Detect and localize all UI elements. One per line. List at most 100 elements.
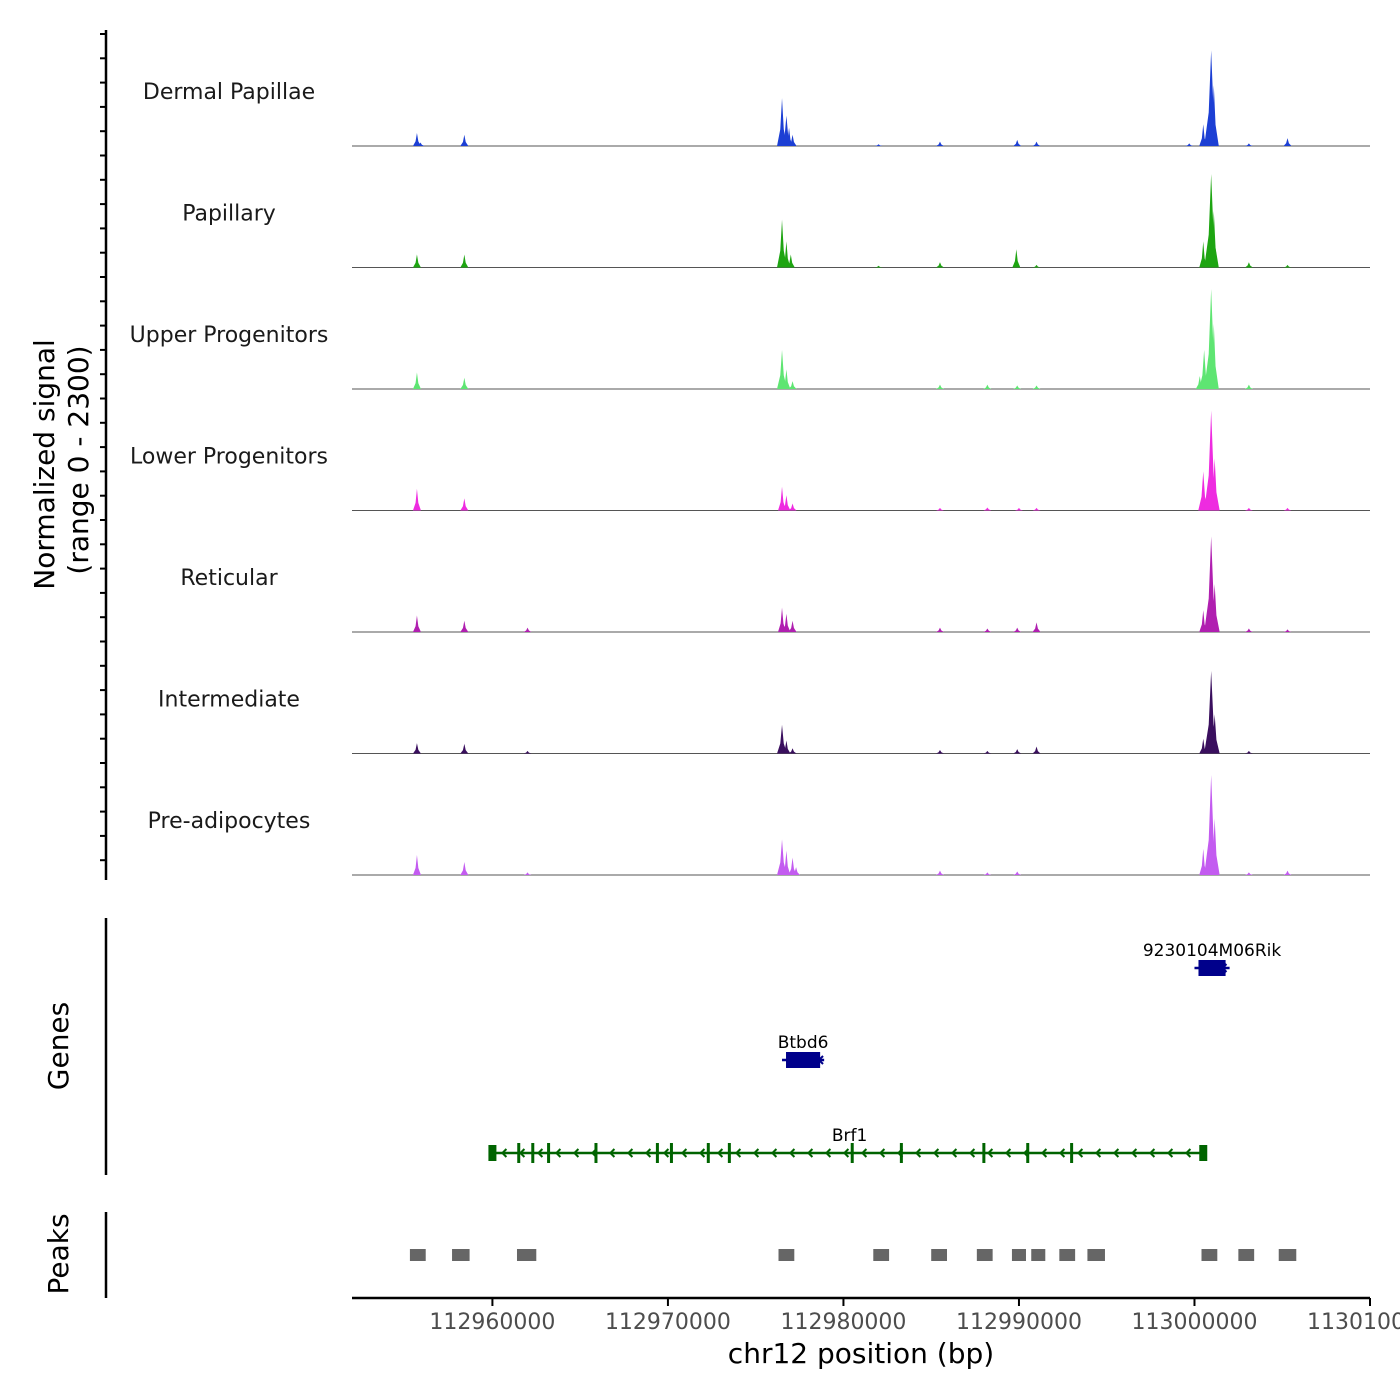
signal-peak bbox=[412, 855, 421, 875]
signal-peak bbox=[983, 507, 992, 511]
exon bbox=[706, 1143, 710, 1163]
exon bbox=[982, 1143, 986, 1163]
signal-peak bbox=[935, 262, 944, 268]
signal-peak bbox=[1283, 138, 1292, 146]
exon bbox=[547, 1143, 551, 1163]
signal-peak bbox=[983, 872, 992, 875]
signal-peak bbox=[777, 839, 788, 875]
signal-peak bbox=[1244, 872, 1253, 875]
exon bbox=[899, 1143, 903, 1163]
signal-peak bbox=[1283, 507, 1292, 511]
peak-region bbox=[778, 1249, 795, 1261]
track-papillary: Papillary bbox=[182, 174, 1370, 268]
strand-arrow bbox=[986, 1148, 994, 1158]
track-label: Dermal Papillae bbox=[143, 80, 315, 105]
strand-arrow bbox=[1184, 1148, 1192, 1158]
x-tick-label: 112990000 bbox=[956, 1310, 1082, 1335]
signal-peak bbox=[1208, 323, 1219, 389]
x-tick-label: 112980000 bbox=[780, 1310, 906, 1335]
strand-arrow bbox=[1040, 1148, 1048, 1158]
signal-peak bbox=[874, 265, 883, 268]
exon bbox=[655, 1143, 659, 1163]
strand-arrow bbox=[1058, 1148, 1066, 1158]
signal-peak bbox=[1032, 746, 1041, 754]
signal-peak bbox=[523, 627, 532, 632]
gene-btbd6: Btbd6 bbox=[778, 1033, 828, 1068]
signal-peak bbox=[1283, 264, 1292, 268]
strand-arrow bbox=[842, 1148, 850, 1158]
signal-peak bbox=[782, 850, 791, 875]
signal-peak bbox=[1244, 384, 1253, 389]
signal-peak bbox=[788, 857, 797, 875]
peaks-axis-title: Peaks bbox=[42, 1213, 75, 1294]
exon bbox=[1070, 1143, 1074, 1163]
signal-peak bbox=[782, 740, 791, 754]
peak-region bbox=[409, 1249, 426, 1261]
track-label: Intermediate bbox=[158, 688, 300, 713]
signal-peak bbox=[1032, 385, 1041, 389]
signal-peak bbox=[788, 381, 797, 389]
signal-peak bbox=[1032, 622, 1041, 632]
signal-peak bbox=[412, 743, 421, 754]
x-tick-label: 113010000 bbox=[1307, 1310, 1400, 1335]
strand-arrow bbox=[950, 1148, 958, 1158]
strand-arrow bbox=[968, 1148, 976, 1158]
signal-peak bbox=[788, 620, 797, 632]
signal-peak bbox=[935, 507, 944, 511]
peak-region bbox=[1031, 1249, 1046, 1261]
signal-peak bbox=[416, 142, 425, 146]
peak-region bbox=[1011, 1249, 1026, 1261]
signal-y-ticks bbox=[100, 33, 106, 862]
strand-arrow bbox=[878, 1148, 886, 1158]
strand-arrow bbox=[572, 1148, 580, 1158]
strand-arrow bbox=[806, 1148, 814, 1158]
exon bbox=[669, 1143, 673, 1163]
peak-region bbox=[1201, 1249, 1218, 1261]
signal-peak bbox=[777, 219, 788, 268]
peak-region bbox=[1278, 1249, 1297, 1261]
strand-arrow bbox=[716, 1148, 724, 1158]
signal-peak bbox=[523, 750, 532, 754]
exon bbox=[727, 1143, 731, 1163]
signal-peak bbox=[1209, 714, 1220, 754]
peaks-track bbox=[409, 1249, 1297, 1261]
strand-arrow bbox=[860, 1148, 868, 1158]
strand-arrow bbox=[770, 1148, 778, 1158]
signal-peak bbox=[788, 503, 797, 511]
strand-arrow bbox=[680, 1148, 688, 1158]
exon bbox=[517, 1143, 521, 1163]
strand-arrow bbox=[1130, 1148, 1138, 1158]
signal-peak bbox=[412, 615, 421, 632]
signal-peak bbox=[1244, 262, 1253, 268]
signal-peak bbox=[460, 743, 469, 754]
signal-tracks: Dermal Papillae Papillary Upper Progenitor… bbox=[130, 50, 1370, 876]
signal-peak bbox=[1032, 507, 1041, 511]
gene-brf1: Brf1 bbox=[488, 1126, 1208, 1163]
signal-peak bbox=[1283, 870, 1292, 875]
strand-arrow bbox=[1148, 1148, 1156, 1158]
signal-peak bbox=[983, 628, 992, 632]
signal-peak bbox=[1013, 385, 1022, 389]
signal-peak bbox=[777, 98, 788, 146]
signal-peak bbox=[935, 384, 944, 389]
y-axis-title: Normalized signal (range 0 - 2300) bbox=[28, 330, 95, 589]
peak-region bbox=[452, 1249, 470, 1261]
signal-peak bbox=[782, 369, 791, 389]
strand-arrow bbox=[734, 1148, 742, 1158]
strand-arrow bbox=[1112, 1148, 1120, 1158]
signal-peak bbox=[1012, 249, 1021, 268]
exon bbox=[850, 1143, 854, 1163]
signal-peak bbox=[1209, 584, 1220, 632]
track-upper-progenitors: Upper Progenitors bbox=[130, 289, 1370, 390]
signal-peak bbox=[460, 861, 469, 875]
signal-peak bbox=[523, 872, 532, 875]
strand-arrow bbox=[554, 1148, 562, 1158]
exon bbox=[1199, 1145, 1208, 1161]
signal-peak bbox=[778, 607, 787, 632]
signal-peak bbox=[1013, 871, 1022, 875]
strand-arrow bbox=[644, 1148, 652, 1158]
strand-arrow bbox=[824, 1148, 832, 1158]
exon bbox=[531, 1143, 535, 1163]
track-label: Pre-adipocytes bbox=[148, 809, 311, 834]
